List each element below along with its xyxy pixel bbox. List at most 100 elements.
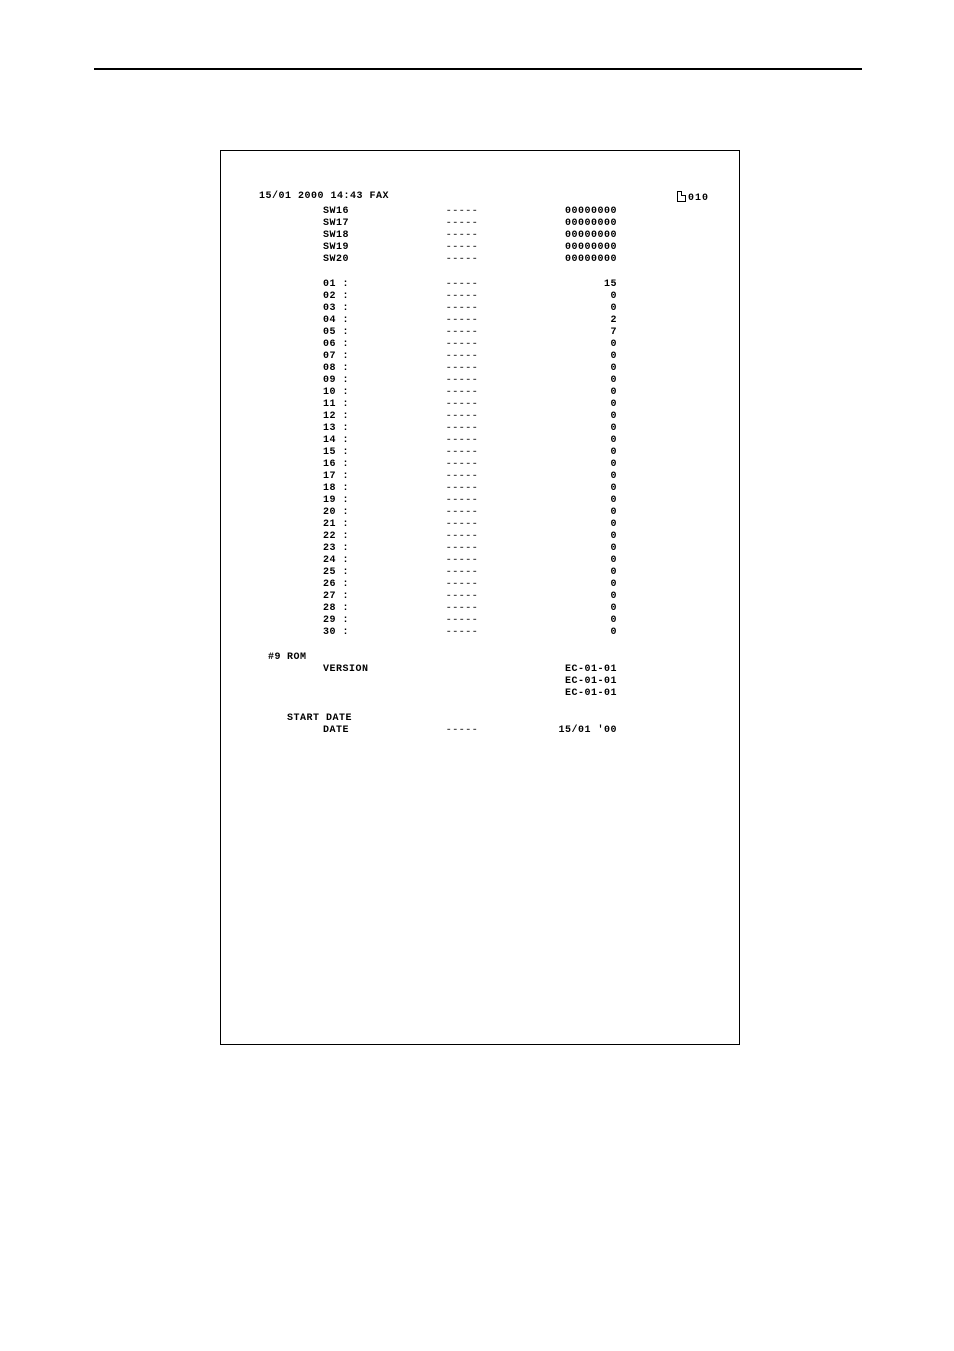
counter-value: 0	[507, 627, 627, 639]
sw-label: SW17	[287, 218, 417, 230]
sw-row: SW16 ----- 00000000	[259, 206, 709, 218]
report-body: SW16 ----- 00000000 SW17 ----- 00000000 …	[259, 206, 709, 737]
separator: -----	[417, 459, 507, 471]
counter-value: 0	[507, 435, 627, 447]
sw-row: SW17 ----- 00000000	[259, 218, 709, 230]
counter-value: 0	[507, 351, 627, 363]
counter-label: 25 :	[287, 567, 417, 579]
rom-title: ROM	[287, 652, 417, 664]
counter-value: 0	[507, 411, 627, 423]
counter-row: 27 :-----0	[259, 591, 709, 603]
counter-value: 0	[507, 447, 627, 459]
counter-label: 12 :	[287, 411, 417, 423]
separator: -----	[417, 291, 507, 303]
page-number-badge: 010	[677, 191, 709, 204]
counter-row: 17 :-----0	[259, 471, 709, 483]
counter-value: 0	[507, 567, 627, 579]
counter-label: 04 :	[287, 315, 417, 327]
fax-timestamp: 15/01 2000 14:43 FAX	[259, 191, 389, 202]
counter-row: 08 :-----0	[259, 363, 709, 375]
page-number: 010	[688, 193, 709, 204]
sw-label: SW20	[287, 254, 417, 266]
separator: -----	[417, 279, 507, 291]
counter-value: 0	[507, 303, 627, 315]
sw-row: SW19 ----- 00000000	[259, 242, 709, 254]
counter-value: 0	[507, 531, 627, 543]
separator: -----	[417, 254, 507, 266]
counter-label: 01 :	[287, 279, 417, 291]
rom-marker: #9	[259, 652, 287, 664]
counter-label: 20 :	[287, 507, 417, 519]
separator: -----	[417, 725, 507, 737]
counter-row: 26 :-----0	[259, 579, 709, 591]
separator: -----	[417, 615, 507, 627]
counter-row: 03 :-----0	[259, 303, 709, 315]
counter-value: 0	[507, 507, 627, 519]
counter-value: 0	[507, 423, 627, 435]
counter-value: 0	[507, 543, 627, 555]
counter-label: 14 :	[287, 435, 417, 447]
rom-version-row: EC-01-01	[259, 676, 709, 688]
counter-label: 06 :	[287, 339, 417, 351]
top-rule	[94, 68, 862, 70]
separator: -----	[417, 495, 507, 507]
separator: -----	[417, 471, 507, 483]
counter-row: 02 :-----0	[259, 291, 709, 303]
sw-label: SW16	[287, 206, 417, 218]
sw-value: 00000000	[507, 206, 627, 218]
separator: -----	[417, 483, 507, 495]
counter-row: 22 :-----0	[259, 531, 709, 543]
separator: -----	[417, 399, 507, 411]
start-date-value: 15/01 '00	[507, 725, 627, 737]
rom-subtitle: VERSION	[287, 664, 417, 676]
counter-value: 0	[507, 471, 627, 483]
counter-label: 15 :	[287, 447, 417, 459]
counter-row: 25 :-----0	[259, 567, 709, 579]
separator: -----	[417, 507, 507, 519]
counter-label: 24 :	[287, 555, 417, 567]
counter-label: 22 :	[287, 531, 417, 543]
counter-row: 29 :-----0	[259, 615, 709, 627]
counter-value: 0	[507, 555, 627, 567]
counter-value: 7	[507, 327, 627, 339]
sw-value: 00000000	[507, 218, 627, 230]
counter-value: 15	[507, 279, 627, 291]
separator: -----	[417, 423, 507, 435]
separator: -----	[417, 567, 507, 579]
separator: -----	[417, 351, 507, 363]
start-date-header-row: START DATE	[259, 713, 709, 725]
separator: -----	[417, 315, 507, 327]
counter-value: 0	[507, 363, 627, 375]
separator: -----	[417, 555, 507, 567]
counter-label: 11 :	[287, 399, 417, 411]
counter-label: 10 :	[287, 387, 417, 399]
counter-label: 13 :	[287, 423, 417, 435]
counter-label: 21 :	[287, 519, 417, 531]
separator: -----	[417, 447, 507, 459]
counter-value: 0	[507, 519, 627, 531]
sw-value: 00000000	[507, 230, 627, 242]
counter-value: 0	[507, 591, 627, 603]
separator: -----	[417, 327, 507, 339]
counter-label: 27 :	[287, 591, 417, 603]
counter-row: 20 :-----0	[259, 507, 709, 519]
separator: -----	[417, 375, 507, 387]
counter-label: 02 :	[287, 291, 417, 303]
start-date-row: DATE ----- 15/01 '00	[259, 725, 709, 737]
separator: -----	[417, 543, 507, 555]
counter-value: 0	[507, 603, 627, 615]
counter-label: 19 :	[287, 495, 417, 507]
counter-label: 28 :	[287, 603, 417, 615]
counter-row: 01 :-----15	[259, 279, 709, 291]
counter-label: 18 :	[287, 483, 417, 495]
counter-value: 0	[507, 483, 627, 495]
counter-row: 21 :-----0	[259, 519, 709, 531]
separator: -----	[417, 206, 507, 218]
separator: -----	[417, 435, 507, 447]
start-date-label: DATE	[287, 725, 417, 737]
counter-row: 05 :-----7	[259, 327, 709, 339]
counter-value: 0	[507, 495, 627, 507]
counter-label: 03 :	[287, 303, 417, 315]
counter-value: 0	[507, 291, 627, 303]
counter-row: 16 :-----0	[259, 459, 709, 471]
